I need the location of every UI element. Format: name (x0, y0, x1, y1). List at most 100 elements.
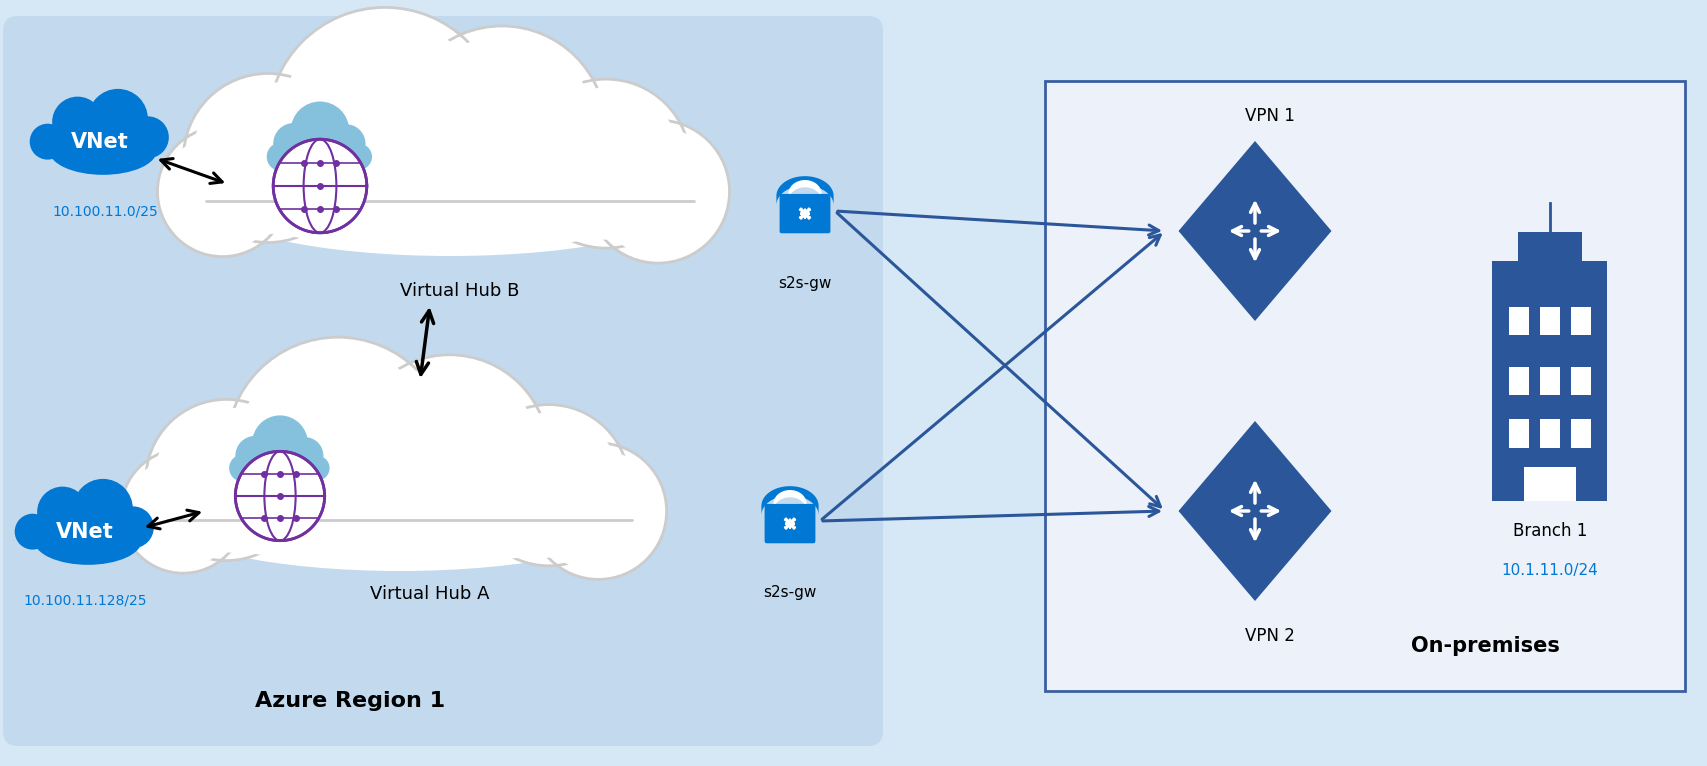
Circle shape (529, 87, 681, 240)
FancyBboxPatch shape (1523, 467, 1576, 501)
FancyBboxPatch shape (1509, 367, 1528, 395)
Ellipse shape (174, 473, 626, 565)
Text: 10.100.11.128/25: 10.100.11.128/25 (24, 594, 147, 608)
FancyBboxPatch shape (1509, 420, 1528, 448)
Text: Azure Region 1: Azure Region 1 (254, 691, 446, 711)
Text: 10.100.11.0/25: 10.100.11.0/25 (53, 204, 157, 218)
Circle shape (586, 120, 729, 263)
Circle shape (29, 123, 65, 159)
Ellipse shape (36, 518, 140, 563)
FancyBboxPatch shape (1570, 306, 1589, 336)
Circle shape (53, 97, 102, 148)
Circle shape (227, 337, 449, 561)
FancyBboxPatch shape (765, 504, 814, 543)
Ellipse shape (34, 516, 142, 565)
Circle shape (230, 456, 256, 480)
Circle shape (89, 89, 149, 149)
Circle shape (268, 143, 294, 170)
Polygon shape (789, 180, 821, 201)
Circle shape (350, 355, 548, 553)
Circle shape (75, 480, 131, 537)
FancyBboxPatch shape (1509, 306, 1528, 336)
Circle shape (31, 125, 65, 159)
Circle shape (347, 145, 370, 169)
Circle shape (254, 417, 306, 469)
Circle shape (468, 404, 630, 566)
Ellipse shape (50, 126, 157, 175)
Ellipse shape (213, 151, 686, 249)
Circle shape (304, 456, 329, 480)
Circle shape (290, 102, 348, 160)
Polygon shape (777, 176, 833, 205)
Circle shape (237, 437, 273, 474)
Circle shape (145, 399, 307, 561)
Circle shape (164, 133, 282, 250)
Circle shape (128, 117, 167, 157)
Circle shape (287, 439, 321, 473)
Text: Virtual Hub A: Virtual Hub A (370, 585, 490, 603)
Ellipse shape (207, 144, 693, 256)
Circle shape (154, 408, 299, 552)
Text: s2s-gw: s2s-gw (778, 276, 831, 290)
Text: VNet: VNet (56, 522, 114, 542)
Circle shape (126, 456, 239, 567)
Polygon shape (773, 490, 806, 511)
Ellipse shape (167, 467, 632, 571)
Circle shape (275, 125, 312, 163)
Text: s2s-gw: s2s-gw (763, 585, 816, 601)
FancyBboxPatch shape (1540, 367, 1558, 395)
Polygon shape (1178, 421, 1331, 601)
Circle shape (236, 451, 324, 541)
Circle shape (347, 144, 372, 170)
FancyBboxPatch shape (3, 16, 883, 746)
FancyBboxPatch shape (1540, 306, 1558, 336)
Circle shape (191, 82, 343, 234)
Ellipse shape (237, 450, 321, 480)
Circle shape (306, 457, 328, 480)
Polygon shape (1178, 141, 1331, 321)
Circle shape (15, 515, 50, 548)
Circle shape (53, 98, 102, 146)
Circle shape (294, 104, 347, 158)
Circle shape (273, 123, 314, 165)
Circle shape (183, 74, 352, 243)
Circle shape (237, 349, 439, 549)
Circle shape (236, 436, 275, 476)
Circle shape (408, 37, 596, 224)
Circle shape (253, 415, 307, 471)
Circle shape (328, 126, 364, 162)
Text: Branch 1: Branch 1 (1512, 522, 1586, 540)
Circle shape (126, 116, 169, 159)
FancyBboxPatch shape (1518, 232, 1581, 261)
Circle shape (38, 486, 89, 538)
Circle shape (536, 450, 659, 572)
Circle shape (398, 26, 606, 234)
FancyBboxPatch shape (1492, 261, 1606, 501)
Circle shape (287, 437, 323, 474)
Circle shape (326, 124, 365, 163)
Circle shape (113, 507, 152, 547)
FancyBboxPatch shape (778, 194, 830, 234)
Ellipse shape (275, 136, 365, 172)
Ellipse shape (277, 137, 364, 170)
Circle shape (594, 127, 722, 256)
Ellipse shape (237, 448, 323, 482)
Circle shape (229, 454, 256, 482)
Circle shape (521, 79, 690, 248)
Text: Virtual Hub B: Virtual Hub B (399, 282, 519, 300)
Text: VPN 2: VPN 2 (1244, 627, 1294, 645)
FancyBboxPatch shape (1570, 420, 1589, 448)
Circle shape (360, 365, 539, 543)
Ellipse shape (51, 127, 155, 173)
FancyBboxPatch shape (1540, 420, 1558, 448)
Circle shape (529, 443, 666, 579)
Circle shape (113, 506, 154, 548)
Circle shape (157, 126, 287, 257)
Circle shape (121, 449, 244, 573)
Text: VPN 1: VPN 1 (1244, 107, 1294, 125)
FancyBboxPatch shape (1570, 367, 1589, 395)
Circle shape (266, 142, 295, 171)
FancyBboxPatch shape (1045, 81, 1685, 691)
Text: VNet: VNet (72, 132, 128, 152)
Circle shape (268, 8, 502, 241)
